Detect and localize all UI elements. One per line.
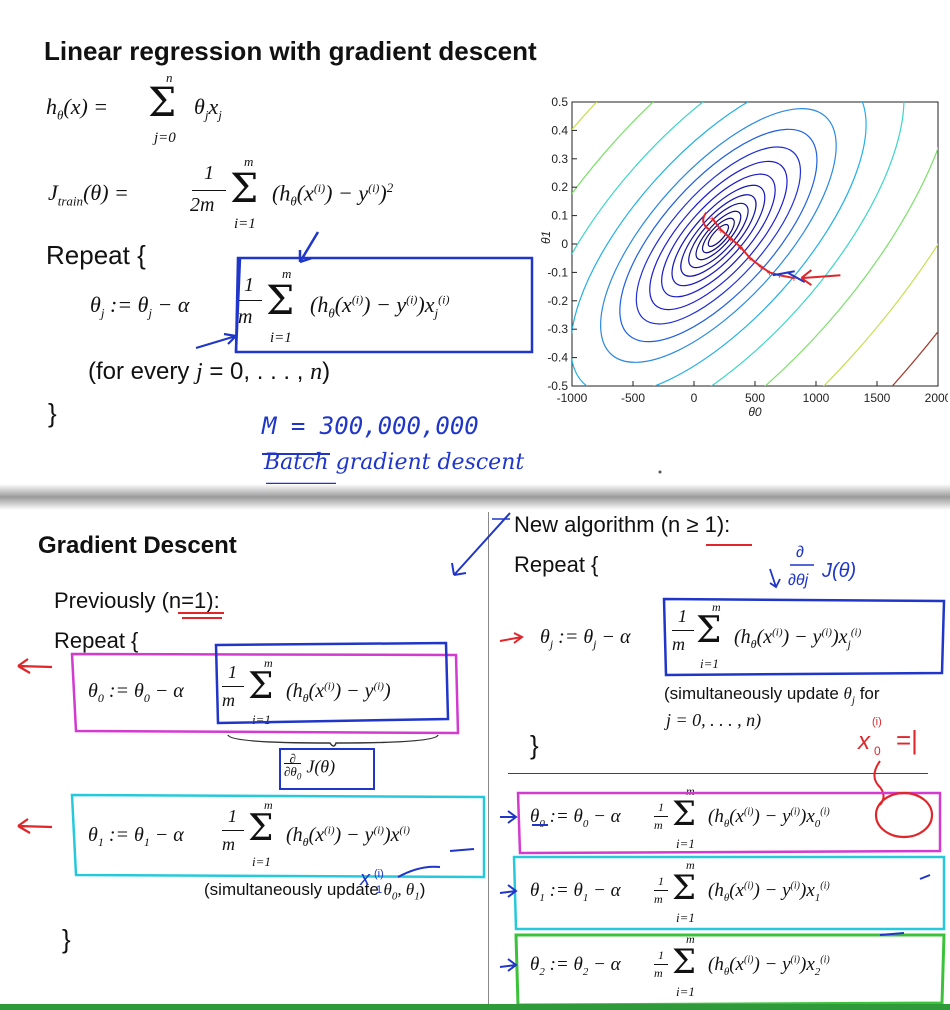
svg-text:=|: =| xyxy=(896,725,918,755)
slide-title: Linear regression with gradient descent xyxy=(44,36,537,66)
descent-point: + xyxy=(758,263,764,274)
section-rule xyxy=(508,773,928,774)
bottom-green-bar xyxy=(0,1004,950,1010)
repeat-label: Repeat { xyxy=(46,240,146,270)
svg-text:(i): (i) xyxy=(374,868,384,880)
cost-function-equation: Jtrain(θ) = 1 2m m Σ i=1 (hθ(x(i)) − y(i… xyxy=(48,154,394,232)
y-tick-label: 0 xyxy=(561,237,568,251)
contour-ring xyxy=(688,202,749,269)
new-algorithm-label: New algorithm (n ≥ 1): xyxy=(514,512,731,537)
y-tick-label: -0.1 xyxy=(547,265,568,279)
x-axis-label: θ0 xyxy=(748,405,762,419)
contour-ring xyxy=(671,184,766,287)
hypothesis-equation: hθ(x) = n Σ j=0 θjxj xyxy=(46,70,222,146)
svg-text:∂: ∂ xyxy=(796,544,804,561)
contour-ring xyxy=(600,108,837,363)
contour-ring xyxy=(572,102,938,386)
contour-ring xyxy=(572,102,905,386)
thetaj-update: θj := θj − α 1 m m Σ i=1 (hθ(x(i)) − y(i… xyxy=(540,600,862,671)
update-rule-equation: θj := θj − α 1 m m Σ i=1 (hθ(x(i)) − y(i… xyxy=(90,266,450,346)
simultaneous-note-left: (simultaneously update θ0, θ1) xyxy=(204,880,426,903)
contour-ring xyxy=(635,146,802,325)
y-tick-label: -0.3 xyxy=(547,322,568,336)
svg-text:x: x xyxy=(359,868,371,890)
svg-text:∂θj: ∂θj xyxy=(788,572,809,589)
x-tick-label: -500 xyxy=(621,391,645,405)
contour-ring xyxy=(649,160,788,311)
repeat-label-left: Repeat { xyxy=(54,628,139,653)
contour-ring xyxy=(572,102,938,386)
derivative-label: ∂ ∂θ0 J(θ) xyxy=(284,751,336,782)
x-tick-label: -1000 xyxy=(557,391,588,405)
x-tick-label: 500 xyxy=(745,391,765,405)
theta0-update: θ0 := θ0 − α 1 m m Σ i=1 (hθ(x(i)) − y(i… xyxy=(88,656,391,727)
ink-blue-arrows xyxy=(772,270,806,283)
for-every-j: (for every j = 0, . . . , n) xyxy=(88,358,331,385)
ink-hook xyxy=(702,211,711,232)
j-range-note: j = 0, . . . , n) xyxy=(666,710,762,730)
plot-frame xyxy=(571,101,939,387)
closing-brace: } xyxy=(48,398,57,428)
descent-point: + xyxy=(791,274,797,285)
ink-red-arrow xyxy=(800,269,841,286)
descent-point: + xyxy=(767,268,773,279)
new-theta2-update: θ2 := θ2 − α 1 m m Σ i=1 (hθ(x(i)) − y(i… xyxy=(530,932,830,999)
y-tick-label: 0.4 xyxy=(551,123,568,137)
bottom-ink-annotations: x (i) 1 ∂ ∂θj J(θ) x (i) 0 =| xyxy=(17,512,946,1005)
descent-point: + xyxy=(776,271,782,282)
svg-text:0: 0 xyxy=(874,744,881,758)
new-theta1-update: θ1 := θ1 − α 1 m m Σ i=1 (hθ(x(i)) − y(i… xyxy=(530,858,830,925)
x-tick-label: 1500 xyxy=(864,391,891,405)
previously-label: Previously (n=1): xyxy=(54,588,220,613)
y-tick-label: -0.2 xyxy=(547,294,568,308)
y-axis-label: θ1 xyxy=(539,231,553,244)
y-tick-label: 0.3 xyxy=(551,152,568,166)
contour-ring xyxy=(661,173,776,298)
x-tick-label: 1000 xyxy=(803,391,830,405)
y-tick-label: -0.5 xyxy=(547,379,568,393)
svg-text:x: x xyxy=(857,728,871,755)
y-tick-label: -0.4 xyxy=(547,351,568,365)
contour-ring xyxy=(707,223,730,248)
svg-text:(i): (i) xyxy=(872,716,882,728)
closing-brace-left: } xyxy=(62,924,71,954)
y-tick-label: 0.5 xyxy=(551,95,568,109)
descent-point: + xyxy=(718,226,724,237)
closing-brace-right: } xyxy=(530,730,539,760)
contour-ring xyxy=(701,217,735,254)
column-divider xyxy=(488,512,489,1006)
note-batch-gd: Batch gradient descent xyxy=(264,450,525,475)
y-tick-label: 0.2 xyxy=(551,180,568,194)
svg-text:J(θ): J(θ) xyxy=(821,560,856,582)
gd-title: Gradient Descent xyxy=(38,532,237,559)
svg-text:1: 1 xyxy=(376,884,382,896)
theta1-update: θ1 := θ1 − α 1 m m Σ i=1 (hθ(x(i)) − y(i… xyxy=(88,798,410,869)
note-m-value: M = 300,000,000 xyxy=(262,412,479,440)
slide-separator xyxy=(0,484,950,510)
contour-lines xyxy=(572,102,938,386)
descent-point: + xyxy=(728,234,734,245)
new-theta0-update: θ0 := θ0 − α 1 m m Σ i=1 (hθ(x(i)) − y(i… xyxy=(530,784,830,851)
contour-ring xyxy=(619,128,818,343)
contour-ring xyxy=(572,102,867,386)
contour-plot: +++++++++0.50.40.30.20.10-0.1-0.2-0.3-0.… xyxy=(539,95,948,419)
contour-ring xyxy=(695,210,742,261)
simultaneous-note-right: (simultaneously update θj for xyxy=(664,684,880,707)
x-tick-label: 0 xyxy=(691,391,698,405)
repeat-label-right: Repeat { xyxy=(514,552,599,577)
y-tick-label: 0.1 xyxy=(551,209,568,223)
descent-point: + xyxy=(747,254,753,265)
x-tick-label: 2000 xyxy=(925,391,948,405)
descent-point: + xyxy=(737,243,743,254)
descent-point: + xyxy=(709,214,715,225)
